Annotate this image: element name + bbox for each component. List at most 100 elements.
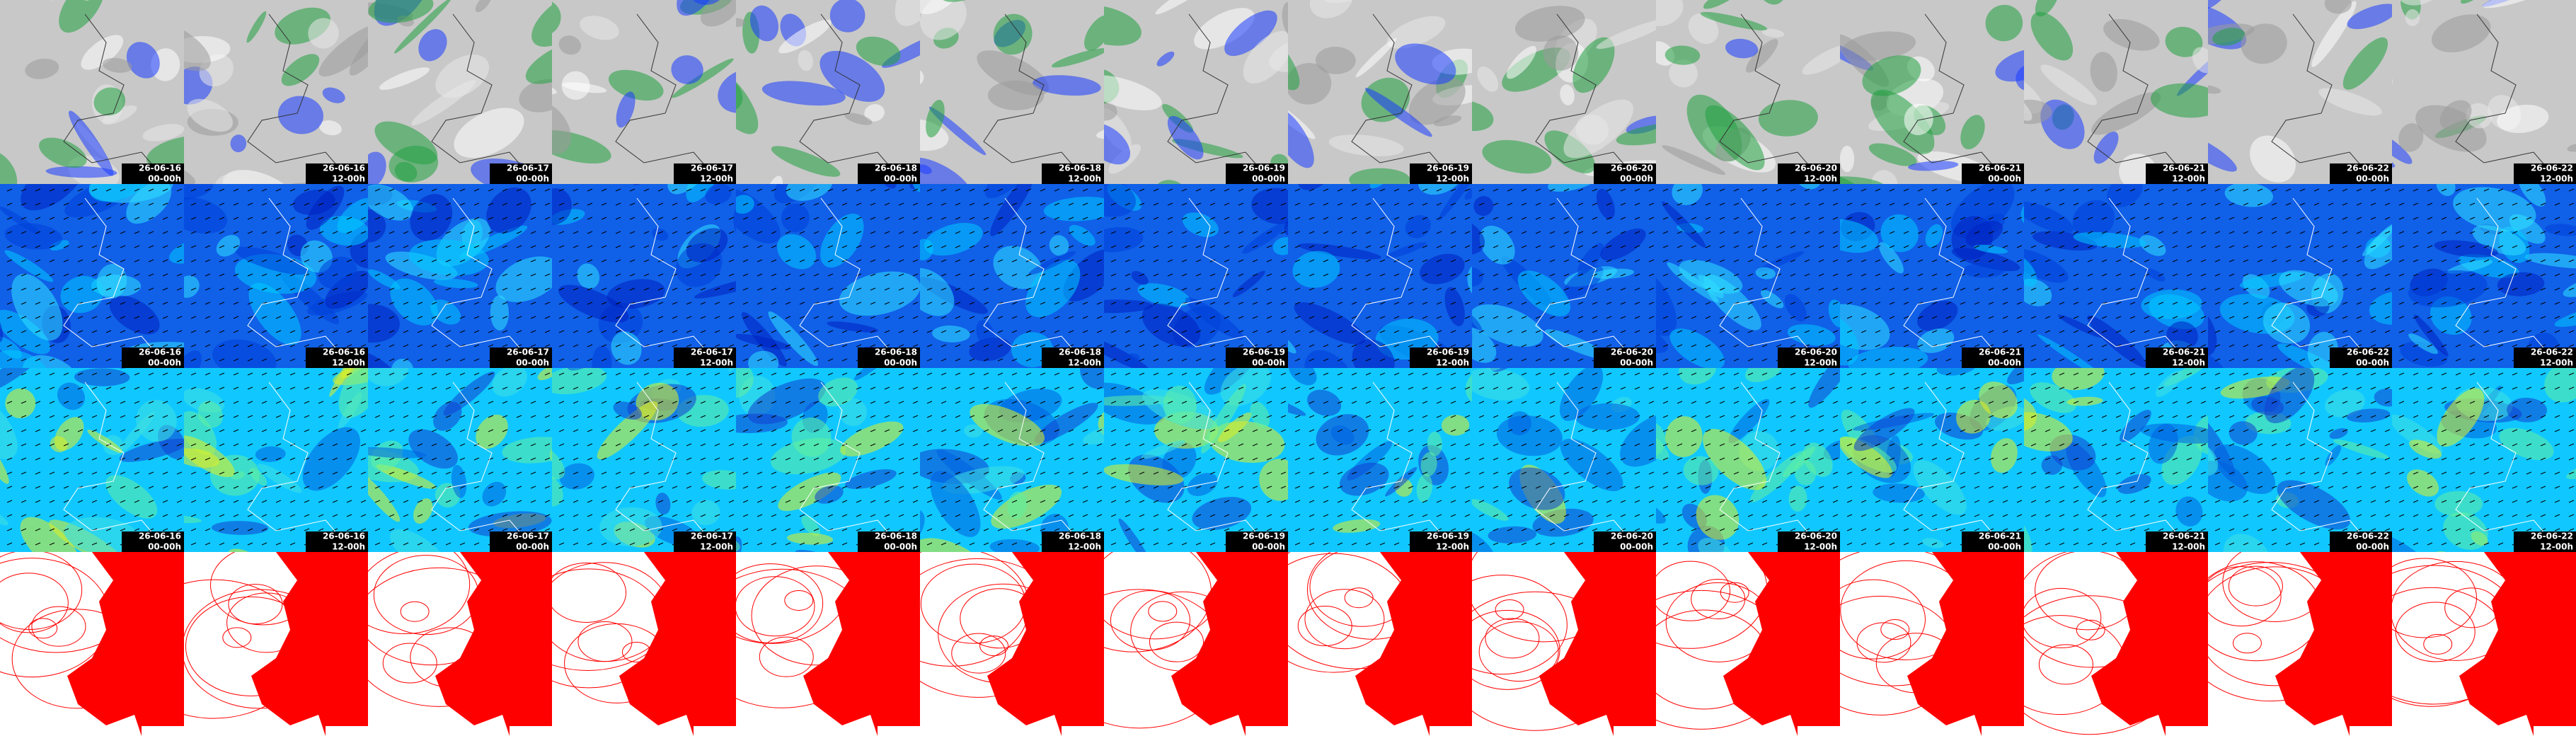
wind-arrow	[1677, 273, 1683, 277]
wind-arrow	[728, 259, 735, 263]
wind-arrow	[1705, 217, 1711, 220]
wind-arrow	[1379, 202, 1386, 206]
wind-arrow	[615, 429, 621, 432]
wind-arrow	[2200, 231, 2207, 234]
wind-arrow	[1903, 231, 1909, 234]
wind-arrow	[1167, 386, 1173, 390]
wind-arrow	[2257, 273, 2263, 277]
tile-content	[1472, 184, 1656, 367]
weather-blob	[552, 468, 563, 507]
wind-arrow	[2087, 330, 2093, 333]
wind-arrow	[643, 231, 650, 234]
wind-arrow	[1252, 443, 1258, 447]
wind-arrow	[2427, 358, 2433, 362]
wind-arrow	[403, 372, 409, 376]
wind-arrow	[516, 415, 522, 418]
wind-arrow	[1507, 202, 1513, 206]
wind-arrow	[1379, 443, 1386, 447]
weather-blob	[394, 0, 452, 54]
wind-arrow	[2356, 273, 2362, 277]
wind-arrow	[912, 485, 919, 489]
wind-arrow	[91, 429, 98, 432]
wind-arrow	[2483, 217, 2490, 220]
wind-arrow	[459, 259, 466, 263]
wind-arrow	[1945, 202, 1952, 206]
wind-arrow	[573, 415, 579, 418]
wind-arrow	[2016, 316, 2023, 319]
label-box	[858, 347, 920, 368]
wind-arrow	[1266, 202, 1272, 206]
wind-arrow	[1422, 301, 1428, 305]
wind-arrow	[1096, 485, 1103, 489]
wind-arrow	[700, 528, 706, 531]
wind-arrow	[1521, 245, 1527, 248]
wind-arrow	[2200, 344, 2207, 347]
wind-arrow	[615, 386, 621, 390]
wind-arrow	[318, 287, 324, 291]
weather-blob	[1185, 297, 1244, 340]
weather-blob	[1477, 66, 1499, 92]
wind-arrow	[1082, 528, 1088, 531]
wind-arrow	[2214, 259, 2221, 263]
wind-arrow	[1832, 245, 1839, 248]
wind-arrow	[1379, 358, 1386, 362]
wind-arrow	[1125, 217, 1131, 220]
wind-arrow	[176, 273, 183, 277]
wind-arrow	[148, 372, 154, 376]
wind-arrow	[417, 528, 423, 531]
wind-arrow	[997, 372, 1004, 376]
weather-blob	[1758, 100, 1818, 137]
wind-arrow	[615, 500, 621, 503]
wind-arrow	[1577, 188, 1584, 192]
wind-arrow	[1535, 316, 1541, 319]
weather-blob	[1787, 324, 1836, 346]
wind-arrow	[1903, 217, 1909, 220]
wind-arrow	[1068, 316, 1074, 319]
wind-arrow	[1521, 316, 1527, 319]
wind-arrow	[686, 330, 692, 333]
wind-arrow	[700, 514, 706, 517]
wind-arrow	[1351, 372, 1357, 376]
wind-arrow	[2483, 301, 2490, 305]
wind-arrow	[2342, 231, 2348, 234]
wind-arrow	[1917, 330, 1924, 333]
wind-arrow	[2328, 344, 2334, 347]
wind-arrow	[1351, 500, 1357, 503]
label-box	[1778, 163, 1840, 184]
wind-arrow	[1393, 372, 1400, 376]
wind-arrow	[1110, 514, 1117, 517]
wind-arrow	[983, 330, 989, 333]
wind-arrow	[941, 273, 947, 277]
wind-arrow	[1379, 231, 1386, 234]
wind-arrow	[2045, 259, 2051, 263]
wind-arrow	[1365, 231, 1372, 234]
tile-content	[1288, 184, 1472, 368]
weather-blob	[435, 54, 490, 98]
wind-arrow	[573, 542, 579, 546]
wind-arrow	[1450, 188, 1456, 192]
wind-arrow	[898, 217, 904, 220]
wind-arrow	[516, 316, 522, 319]
weather-blob	[1282, 1, 1288, 38]
wind-arrow	[1167, 457, 1173, 461]
wind-arrow	[1181, 542, 1188, 546]
wind-arrow	[318, 443, 324, 447]
weather-blob	[1104, 123, 1130, 165]
wind-arrow	[1125, 485, 1131, 489]
wind-arrow	[1747, 188, 1754, 192]
wind-arrow	[1040, 259, 1046, 263]
weather-blob	[1868, 143, 1917, 166]
wind-arrow	[2002, 245, 2008, 248]
wind-arrow	[1776, 202, 1782, 206]
wind-arrow	[997, 386, 1004, 390]
wind-arrow	[1535, 330, 1541, 333]
wind-arrow	[1535, 301, 1541, 305]
weather-blob	[736, 65, 759, 134]
wind-arrow	[1790, 245, 1796, 248]
wind-arrow	[672, 245, 678, 248]
wind-arrow	[1280, 330, 1287, 333]
wind-arrow	[785, 443, 791, 447]
wind-arrow	[1337, 316, 1343, 319]
wind-arrow	[162, 443, 168, 447]
